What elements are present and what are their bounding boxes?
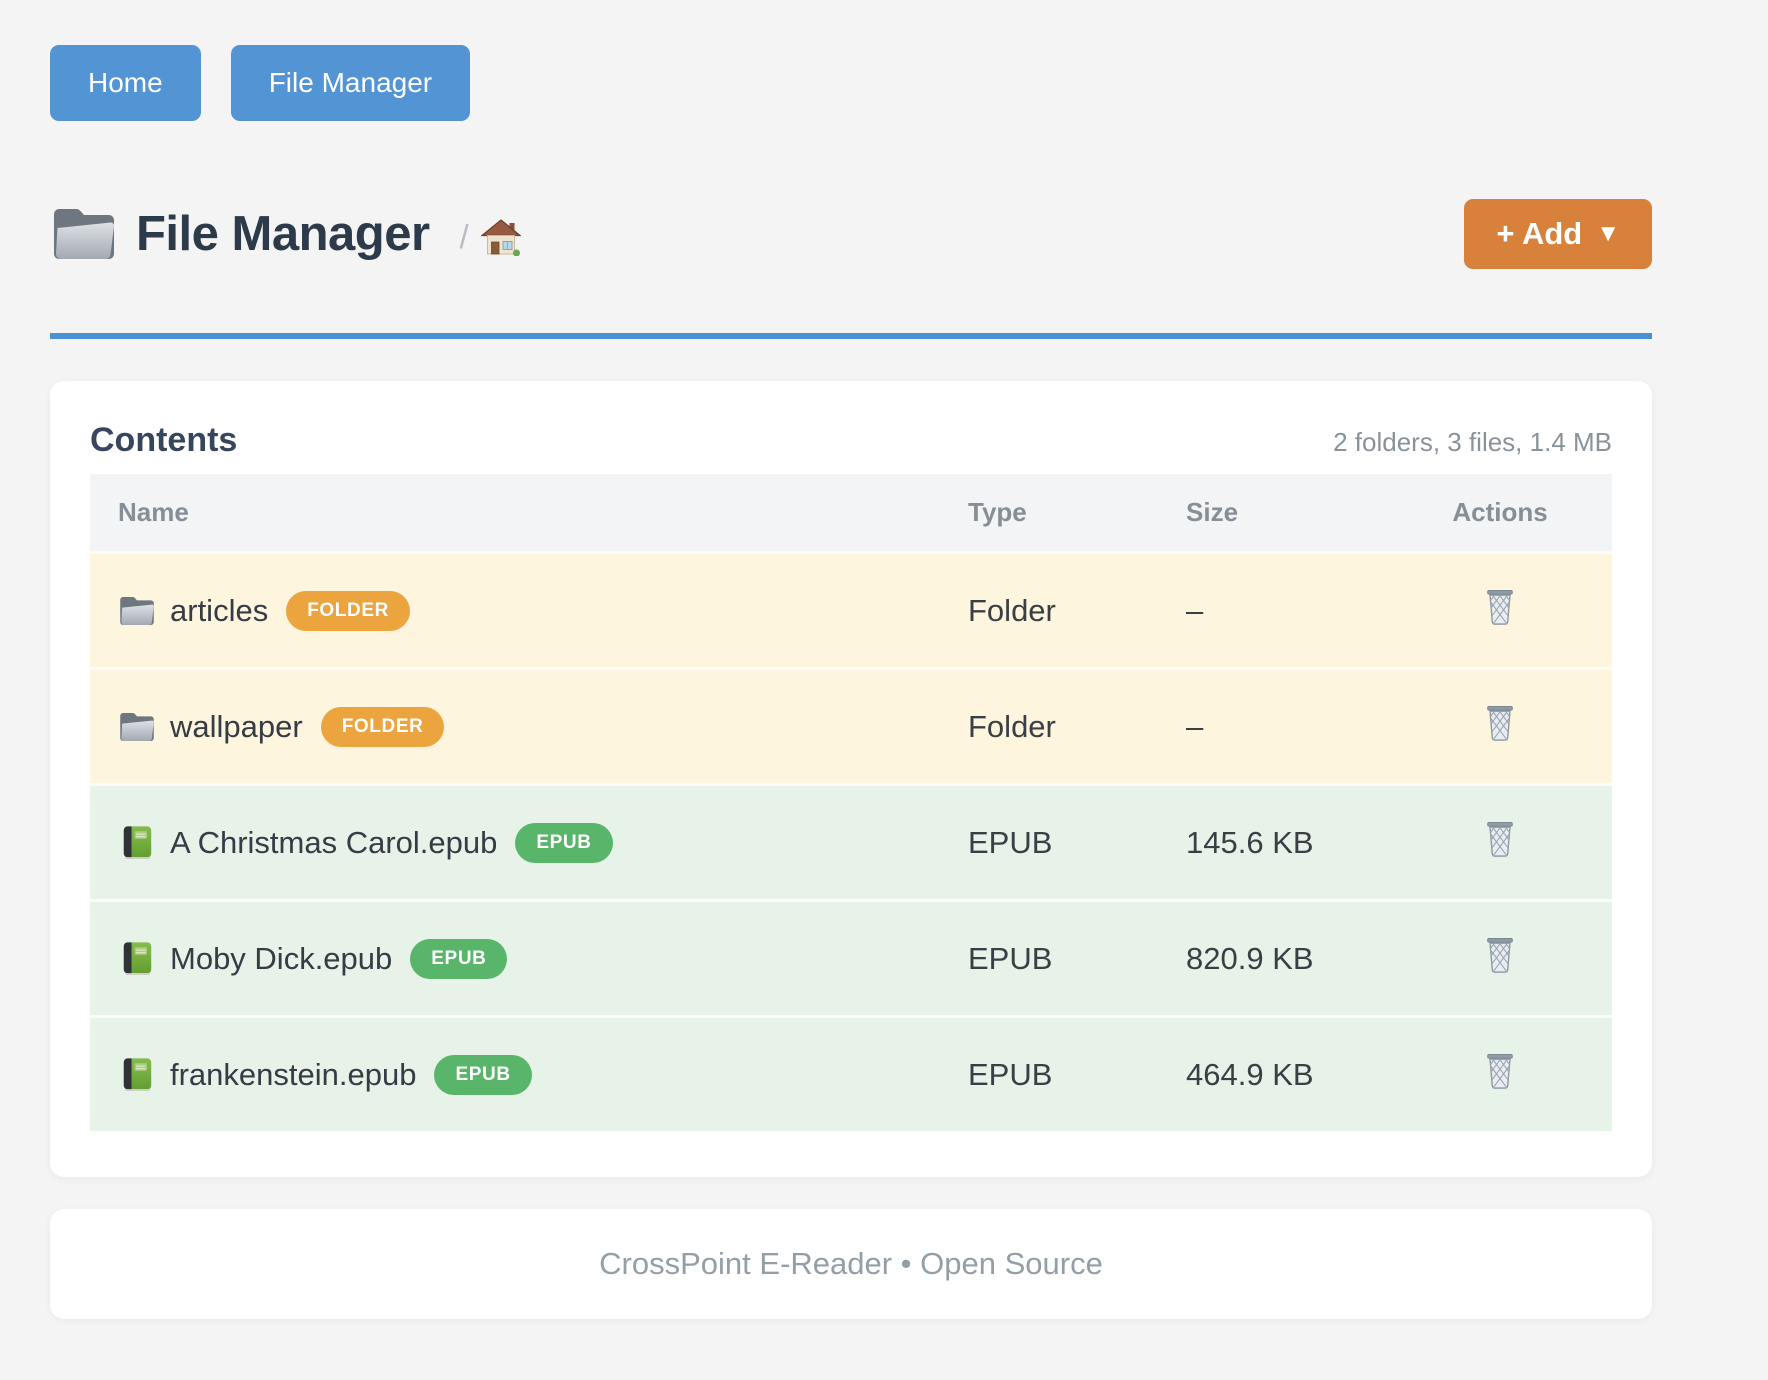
- type-cell: EPUB: [940, 1015, 1158, 1131]
- type-cell: Folder: [940, 667, 1158, 785]
- folder-icon: [118, 709, 156, 745]
- trash-icon: [1483, 1052, 1517, 1090]
- table-header-row: Name Type Size Actions: [90, 474, 1612, 553]
- delete-button[interactable]: [1483, 588, 1517, 629]
- trash-icon: [1483, 704, 1517, 742]
- nav-file-manager-button[interactable]: File Manager: [230, 45, 471, 121]
- column-header-size: Size: [1158, 474, 1388, 553]
- contents-card: Contents 2 folders, 3 files, 1.4 MB Name…: [50, 381, 1652, 1177]
- header-divider: [50, 333, 1652, 339]
- breadcrumb-nav: Home File Manager: [50, 0, 1652, 121]
- folder-icon: [118, 593, 156, 629]
- book-icon: [118, 1057, 156, 1093]
- add-button-label: + Add: [1496, 216, 1583, 251]
- delete-button[interactable]: [1483, 704, 1517, 745]
- book-icon: [118, 825, 156, 861]
- footer-text: CrossPoint E-Reader • Open Source: [599, 1246, 1103, 1281]
- footer: CrossPoint E-Reader • Open Source: [50, 1209, 1652, 1319]
- file-name[interactable]: articles: [170, 592, 269, 628]
- type-cell: EPUB: [940, 783, 1158, 901]
- file-name[interactable]: wallpaper: [170, 708, 303, 744]
- page-title: File Manager: [136, 207, 430, 261]
- page-content: Home File Manager File Manager / + Add ▼…: [50, 0, 1652, 1319]
- trash-icon: [1483, 936, 1517, 974]
- add-button[interactable]: + Add ▼: [1464, 199, 1652, 269]
- file-name[interactable]: A Christmas Carol.epub: [170, 824, 498, 860]
- type-badge: FOLDER: [286, 590, 410, 631]
- home-icon[interactable]: [481, 218, 521, 256]
- table-row: Moby Dick.epub EPUB EPUB 820.9 KB: [90, 899, 1612, 1017]
- table-row: articles FOLDER Folder –: [90, 551, 1612, 669]
- type-badge: EPUB: [410, 938, 508, 979]
- file-table: Name Type Size Actions articles FOLDER F…: [90, 474, 1612, 1131]
- book-icon: [118, 941, 156, 977]
- caret-down-icon: ▼: [1596, 220, 1620, 247]
- size-cell: –: [1158, 667, 1388, 785]
- type-cell: Folder: [940, 551, 1158, 669]
- file-name[interactable]: frankenstein.epub: [170, 1056, 417, 1092]
- type-badge: EPUB: [434, 1054, 532, 1095]
- folder-icon: [50, 204, 118, 264]
- trash-icon: [1483, 820, 1517, 858]
- column-header-name: Name: [90, 474, 940, 553]
- delete-button[interactable]: [1483, 1052, 1517, 1093]
- type-cell: EPUB: [940, 899, 1158, 1017]
- type-badge: FOLDER: [320, 706, 445, 747]
- size-cell: 145.6 KB: [1158, 783, 1388, 901]
- delete-button[interactable]: [1483, 820, 1517, 861]
- contents-heading: Contents: [90, 421, 238, 459]
- column-header-actions: Actions: [1388, 474, 1612, 553]
- type-badge: EPUB: [515, 822, 613, 863]
- contents-summary: 2 folders, 3 files, 1.4 MB: [1333, 427, 1612, 457]
- table-row: A Christmas Carol.epub EPUB EPUB 145.6 K…: [90, 783, 1612, 901]
- table-row: wallpaper FOLDER Folder –: [90, 667, 1612, 785]
- page-header: File Manager / + Add ▼: [50, 199, 1652, 269]
- size-cell: –: [1158, 551, 1388, 669]
- delete-button[interactable]: [1483, 936, 1517, 977]
- breadcrumb-separator: /: [459, 218, 469, 255]
- size-cell: 464.9 KB: [1158, 1015, 1388, 1131]
- size-cell: 820.9 KB: [1158, 899, 1388, 1017]
- file-name[interactable]: Moby Dick.epub: [170, 940, 393, 976]
- table-row: frankenstein.epub EPUB EPUB 464.9 KB: [90, 1015, 1612, 1131]
- trash-icon: [1483, 588, 1517, 626]
- column-header-type: Type: [940, 474, 1158, 553]
- nav-home-button[interactable]: Home: [50, 45, 201, 121]
